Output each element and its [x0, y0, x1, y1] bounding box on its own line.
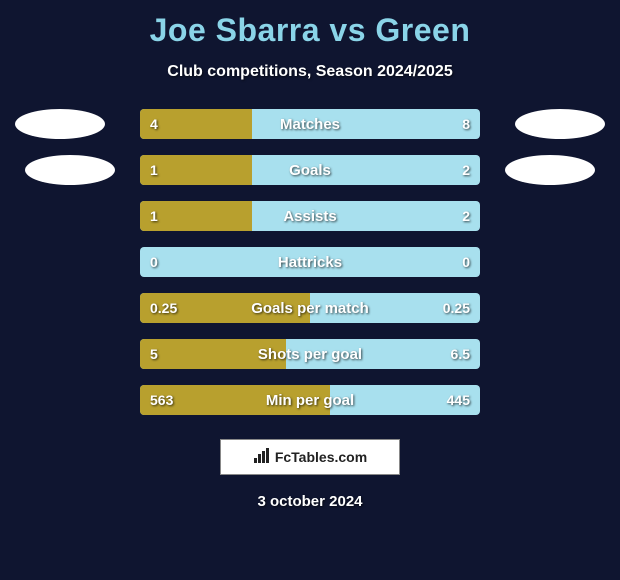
stat-label: Min per goal [140, 385, 480, 415]
stat-label: Goals [140, 155, 480, 185]
stat-label: Hattricks [140, 247, 480, 277]
player-left-avatar-1 [15, 109, 105, 139]
stat-value-right: 2 [462, 155, 470, 185]
stat-label: Matches [140, 109, 480, 139]
stat-row: 0Hattricks0 [140, 247, 480, 277]
player-right-avatar-1 [515, 109, 605, 139]
stat-label: Goals per match [140, 293, 480, 323]
comparison-panel: 4Matches8 1Goals2 1Assists2 0Hattricks0 0.25… [0, 109, 620, 415]
stat-value-right: 0 [462, 247, 470, 277]
player-left-avatar-2 [25, 155, 115, 185]
subtitle: Club competitions, Season 2024/2025 [0, 63, 620, 81]
player-right-avatar-2 [505, 155, 595, 185]
brand-logo: FcTables.com [220, 439, 400, 475]
stat-row: 563Min per goal445 [140, 385, 480, 415]
stat-label: Shots per goal [140, 339, 480, 369]
stat-row: 0.25Goals per match0.25 [140, 293, 480, 323]
stat-value-right: 8 [462, 109, 470, 139]
brand-text: FcTables.com [275, 449, 367, 465]
stat-bars: 4Matches8 1Goals2 1Assists2 0Hattricks0 0.25… [140, 109, 480, 415]
stat-value-right: 6.5 [451, 339, 470, 369]
chart-icon [253, 448, 271, 467]
stat-row: 5Shots per goal6.5 [140, 339, 480, 369]
stat-row: 1Goals2 [140, 155, 480, 185]
stat-value-right: 445 [447, 385, 470, 415]
footer-date: 3 october 2024 [0, 493, 620, 510]
stat-label: Assists [140, 201, 480, 231]
stat-row: 1Assists2 [140, 201, 480, 231]
stat-row: 4Matches8 [140, 109, 480, 139]
page-title: Joe Sbarra vs Green [0, 0, 620, 49]
stat-value-right: 2 [462, 201, 470, 231]
stat-value-right: 0.25 [443, 293, 470, 323]
